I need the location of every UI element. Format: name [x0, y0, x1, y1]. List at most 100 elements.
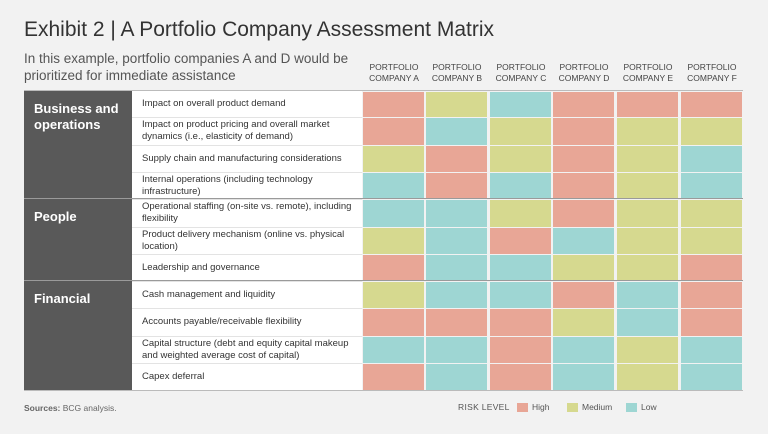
matrix-cell — [490, 92, 551, 117]
column-header-line: PORTFOLIO — [369, 62, 419, 72]
row-label-text: Product delivery mechanism (online vs. p… — [142, 228, 345, 252]
source-label: Sources: — [24, 403, 61, 413]
matrix-cell — [426, 228, 487, 254]
row-label-text: Impact on product pricing and overall ma… — [142, 119, 330, 142]
matrix-cell — [617, 118, 678, 145]
category-label: Financial — [34, 291, 91, 306]
category-rule — [24, 280, 743, 281]
matrix-cell — [681, 200, 742, 227]
matrix-cell — [553, 364, 614, 390]
row-background — [132, 254, 362, 281]
column-header-line: COMPANY C — [495, 73, 547, 83]
row-divider — [132, 172, 362, 173]
column-header-line: COMPANY B — [431, 73, 483, 83]
matrix-cell — [553, 200, 614, 227]
row-divider — [132, 308, 362, 309]
matrix-cell — [363, 118, 424, 145]
matrix-cell — [426, 282, 487, 308]
matrix-cell — [490, 309, 551, 336]
column-header: PORTFOLIO COMPANY C — [490, 62, 552, 84]
matrix-cell — [617, 146, 678, 172]
matrix-cell — [363, 146, 424, 172]
row-divider — [132, 117, 362, 118]
matrix-cell — [617, 282, 678, 308]
matrix-cell — [553, 118, 614, 145]
matrix-cell — [681, 92, 742, 117]
chart-subtitle: In this example, portfolio companies A a… — [24, 51, 349, 83]
matrix-cell — [617, 255, 678, 281]
column-header-line: COMPANY A — [369, 73, 419, 83]
category-rule — [24, 198, 743, 199]
category-block: Business and operations — [24, 91, 132, 199]
row-label-text: Operational staffing (on-site vs. remote… — [142, 201, 352, 224]
row-background — [132, 91, 362, 117]
matrix-cell — [490, 255, 551, 281]
column-header-line: PORTFOLIO — [623, 62, 673, 72]
matrix-cell — [426, 146, 487, 172]
matrix-cell — [617, 173, 678, 199]
row-label: Operational staffing (on-site vs. remote… — [142, 199, 356, 227]
legend-swatch — [517, 403, 528, 412]
row-divider — [132, 254, 362, 255]
column-header: PORTFOLIO COMPANY D — [553, 62, 615, 84]
matrix-cell — [363, 173, 424, 199]
column-header: PORTFOLIO COMPANY E — [617, 62, 679, 84]
matrix-cell — [426, 118, 487, 145]
row-divider — [132, 281, 362, 282]
matrix-cell — [490, 146, 551, 172]
row-label: Impact on overall product demand — [142, 91, 356, 117]
row-label: Cash management and liquidity — [142, 281, 356, 308]
row-divider — [132, 199, 362, 200]
row-background — [132, 199, 362, 227]
matrix-cell — [490, 118, 551, 145]
matrix-cell — [617, 309, 678, 336]
column-header-line: COMPANY F — [687, 73, 737, 83]
column-header-line: PORTFOLIO — [559, 62, 609, 72]
matrix-cell — [553, 146, 614, 172]
column-header: PORTFOLIO COMPANY F — [681, 62, 743, 84]
matrix-cell — [553, 255, 614, 281]
row-divider — [132, 227, 362, 228]
matrix-cell — [363, 92, 424, 117]
row-label: Capex deferral — [142, 363, 356, 390]
legend-label: Low — [641, 402, 657, 412]
column-header-line: PORTFOLIO — [687, 62, 737, 72]
matrix-cell — [363, 337, 424, 363]
matrix-cell — [617, 200, 678, 227]
row-label: Internal operations (including technolog… — [142, 172, 356, 199]
legend-label: High — [532, 402, 550, 412]
chart-title: Exhibit 2 | A Portfolio Company Assessme… — [24, 18, 494, 41]
matrix-cell — [681, 255, 742, 281]
matrix-cell — [426, 364, 487, 390]
matrix-cell — [553, 92, 614, 117]
row-background — [132, 145, 362, 172]
matrix-cell — [426, 200, 487, 227]
row-label: Supply chain and manufacturing considera… — [142, 145, 356, 172]
matrix-cell — [426, 173, 487, 199]
matrix-cell — [490, 337, 551, 363]
column-header: PORTFOLIO COMPANY A — [363, 62, 425, 84]
source-note: Sources: BCG analysis. — [24, 403, 117, 413]
source-text: BCG analysis. — [62, 403, 117, 413]
matrix-cell — [363, 200, 424, 227]
column-header-line: COMPANY D — [558, 73, 610, 83]
row-label-text: Capital structure (debt and equity capit… — [142, 337, 349, 361]
matrix-cell — [490, 173, 551, 199]
matrix-cell — [426, 337, 487, 363]
matrix-cell — [363, 309, 424, 336]
matrix-cell — [490, 364, 551, 390]
row-background — [132, 172, 362, 199]
matrix-cell — [681, 146, 742, 172]
matrix-cell — [426, 255, 487, 281]
matrix-cell — [490, 282, 551, 308]
bottom-rule — [24, 390, 743, 391]
category-block: Financial — [24, 281, 132, 390]
matrix-cell — [681, 173, 742, 199]
matrix-cell — [553, 282, 614, 308]
row-background — [132, 227, 362, 254]
matrix-cell — [363, 228, 424, 254]
row-background — [132, 308, 362, 336]
matrix-cell — [681, 118, 742, 145]
row-label: Accounts payable/receivable flexibility — [142, 308, 356, 336]
matrix-cell — [553, 228, 614, 254]
